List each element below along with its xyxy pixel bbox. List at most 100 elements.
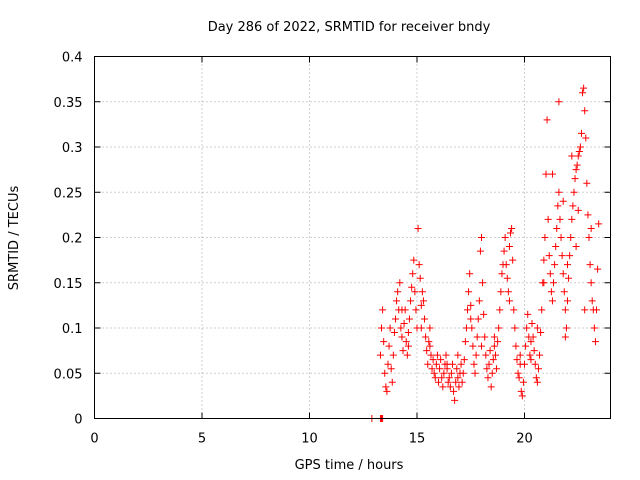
data-point — [481, 333, 489, 341]
data-point — [422, 333, 430, 341]
data-point — [493, 365, 501, 373]
data-point — [590, 324, 598, 332]
x-tick-labels: 0 5 10 15 20 — [90, 432, 532, 447]
data-point — [424, 360, 432, 368]
data-point — [555, 188, 563, 196]
data-point — [390, 329, 398, 337]
data-point — [412, 306, 420, 314]
data-point — [565, 274, 573, 282]
data-point — [546, 270, 554, 278]
data-point — [495, 324, 503, 332]
data-point — [421, 315, 429, 323]
data-point — [518, 392, 526, 400]
data-point — [478, 234, 485, 241]
data-point — [573, 161, 581, 169]
data-point — [505, 243, 513, 251]
data-point — [571, 175, 579, 183]
data-point — [490, 333, 498, 341]
y-tick-label: 0.3 — [62, 141, 83, 156]
data-point — [501, 234, 509, 241]
data-point — [452, 378, 460, 386]
data-point — [562, 324, 570, 332]
data-point — [503, 274, 511, 282]
data-point — [575, 148, 583, 156]
data-point — [527, 356, 535, 364]
data-point — [472, 351, 480, 359]
data-point — [521, 360, 528, 368]
data-point — [536, 351, 544, 359]
data-point — [384, 360, 392, 368]
data-point — [479, 279, 487, 287]
data-point — [502, 261, 510, 269]
chart-title: Day 286 of 2022, SRMTID for receiver bnd… — [208, 20, 491, 35]
data-point — [439, 383, 447, 391]
data-point — [564, 261, 571, 269]
data-point — [566, 252, 574, 260]
data-point — [579, 89, 587, 97]
data-point — [494, 338, 502, 346]
data-point — [517, 387, 525, 395]
data-point — [569, 202, 577, 210]
data-point — [457, 360, 465, 368]
y-tick-label: 0.15 — [54, 277, 83, 292]
data-point — [431, 374, 439, 382]
data-point — [500, 247, 508, 255]
data-point — [458, 378, 466, 386]
data-point — [482, 351, 490, 359]
data-point — [442, 351, 450, 359]
data-point — [480, 310, 488, 318]
data-point — [433, 351, 441, 359]
data-point — [513, 356, 521, 364]
data-point — [559, 270, 567, 278]
data-point — [455, 383, 463, 391]
data-point — [459, 369, 467, 377]
data-point — [561, 306, 569, 314]
data-point — [488, 369, 496, 377]
data-point — [405, 315, 413, 323]
data-point — [530, 347, 538, 355]
data-point — [400, 319, 408, 327]
data-point — [533, 324, 541, 332]
x-tick-label: 5 — [198, 432, 206, 447]
data-point — [382, 383, 390, 391]
data-point — [528, 319, 536, 327]
x-tick-label: 20 — [516, 432, 533, 447]
x-tick-label: 15 — [409, 432, 426, 447]
data-point — [555, 98, 563, 106]
data-point — [408, 283, 416, 291]
data-point — [509, 256, 517, 264]
data-point — [557, 234, 565, 241]
data-point — [574, 206, 582, 214]
data-point — [552, 243, 560, 251]
data-point — [534, 365, 542, 373]
data-point — [585, 234, 593, 241]
data-point — [438, 374, 446, 382]
data-point — [467, 315, 475, 323]
data-point — [561, 333, 569, 341]
data-point — [483, 365, 491, 373]
data-point — [537, 329, 545, 337]
data-point — [468, 324, 476, 332]
data-point — [435, 378, 442, 386]
data-point — [583, 179, 591, 187]
x-tick-label: 0 — [90, 432, 98, 447]
data-point — [473, 333, 481, 341]
data-point — [417, 324, 425, 332]
data-point — [524, 310, 532, 318]
y-tick-label: 0.25 — [54, 186, 83, 201]
data-point — [409, 270, 417, 278]
y-tick-label: 0 — [74, 413, 82, 428]
data-point — [496, 306, 504, 314]
data-point — [584, 211, 592, 219]
data-point — [378, 324, 386, 332]
data-point — [454, 351, 462, 359]
data-point — [559, 197, 567, 205]
data-point — [570, 188, 578, 196]
data-point — [548, 170, 556, 178]
y-tick-label: 0.4 — [62, 51, 83, 66]
data-point — [504, 288, 512, 296]
data-point — [454, 374, 462, 382]
data-point — [558, 252, 566, 260]
data-point — [417, 301, 425, 309]
y-tick-label: 0.1 — [62, 322, 83, 337]
